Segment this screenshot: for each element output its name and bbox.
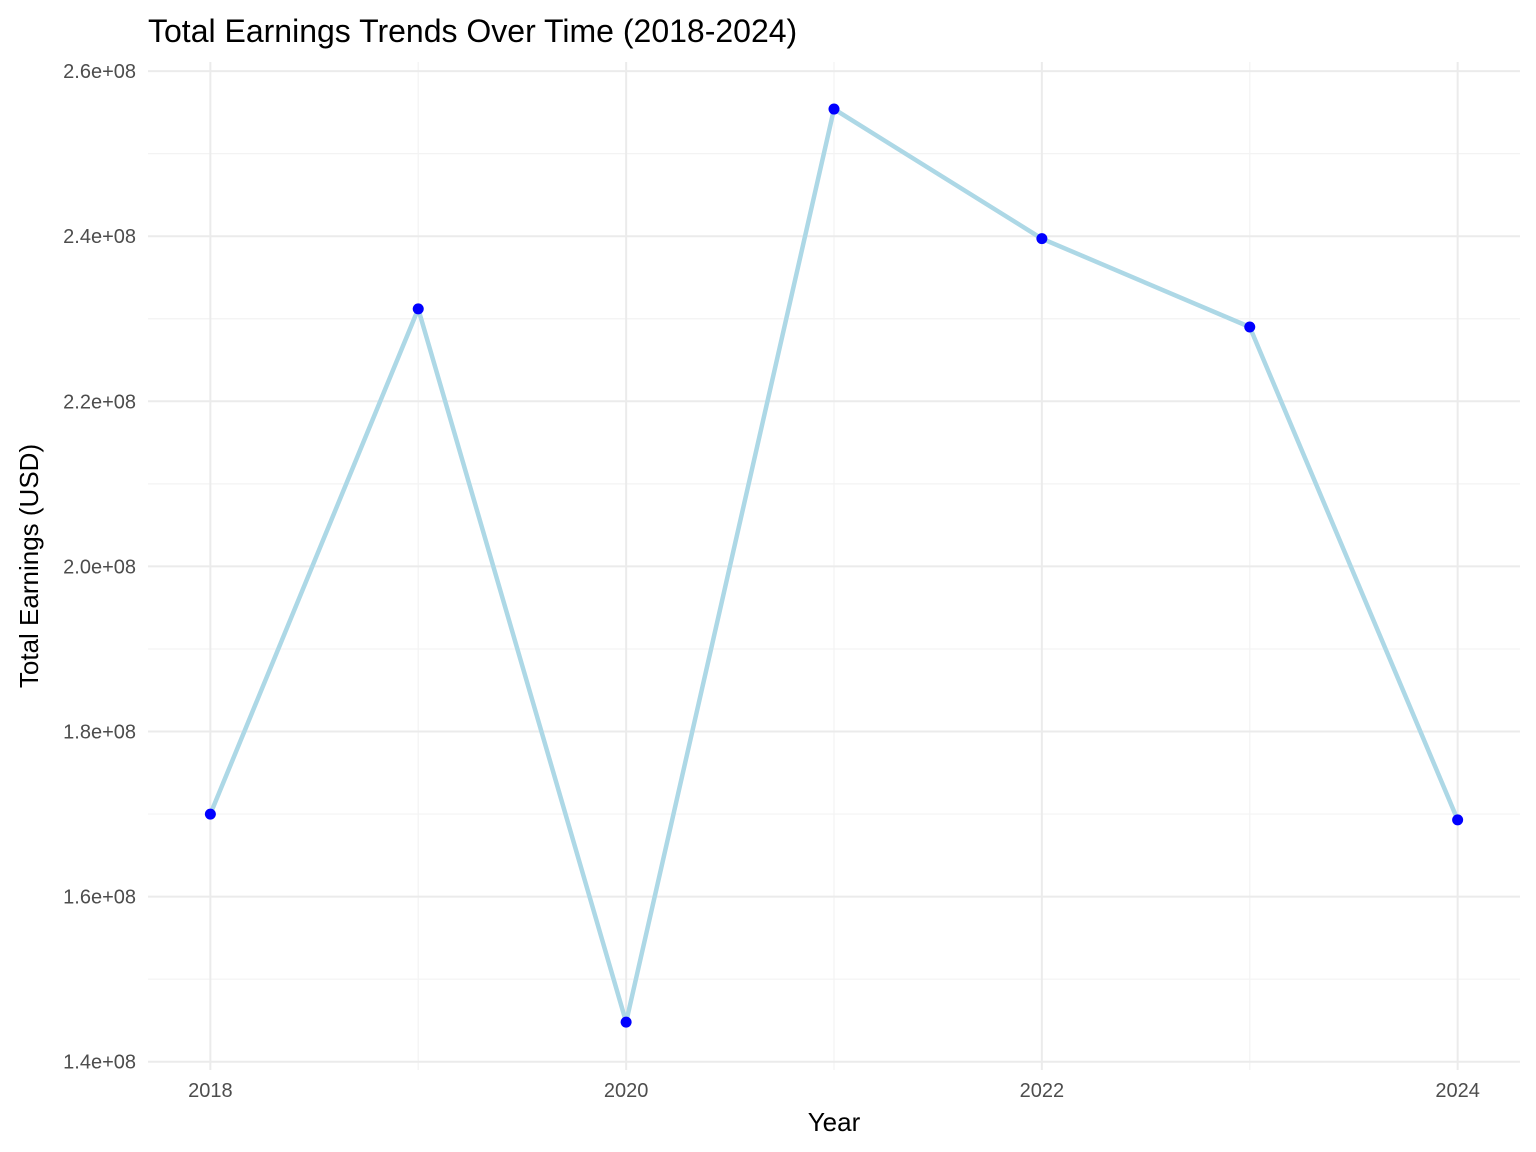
y-tick-label: 2.0e+08 [63, 556, 136, 578]
y-tick-label: 2.2e+08 [63, 391, 136, 413]
x-tick-label: 2024 [1435, 1080, 1480, 1102]
x-axis-title: Year [808, 1107, 861, 1137]
y-axis-title: Total Earnings (USD) [14, 444, 44, 688]
y-tick-label: 1.4e+08 [63, 1052, 136, 1074]
data-point [412, 303, 424, 315]
x-tick-label: 2020 [604, 1080, 649, 1102]
data-point [204, 808, 216, 820]
x-tick-label: 2022 [1020, 1080, 1065, 1102]
grid-layer [148, 62, 1520, 1070]
data-point [1244, 321, 1256, 333]
data-point [1452, 814, 1464, 826]
y-tick-label: 1.6e+08 [63, 887, 136, 909]
data-point [828, 103, 840, 115]
data-point [1036, 233, 1048, 245]
tick-labels-layer: 1.4e+08 1.6e+08 1.8e+08 2.0e+08 2.2e+08 2.4e+… [63, 61, 1480, 1102]
data-point [620, 1016, 632, 1028]
y-tick-label: 2.4e+08 [63, 226, 136, 248]
points-layer [204, 103, 1464, 1028]
y-tick-label: 1.8e+08 [63, 722, 136, 744]
x-tick-label: 2018 [188, 1080, 233, 1102]
y-tick-label: 2.6e+08 [63, 61, 136, 83]
chart-title: Total Earnings Trends Over Time (2018-20… [148, 13, 797, 49]
